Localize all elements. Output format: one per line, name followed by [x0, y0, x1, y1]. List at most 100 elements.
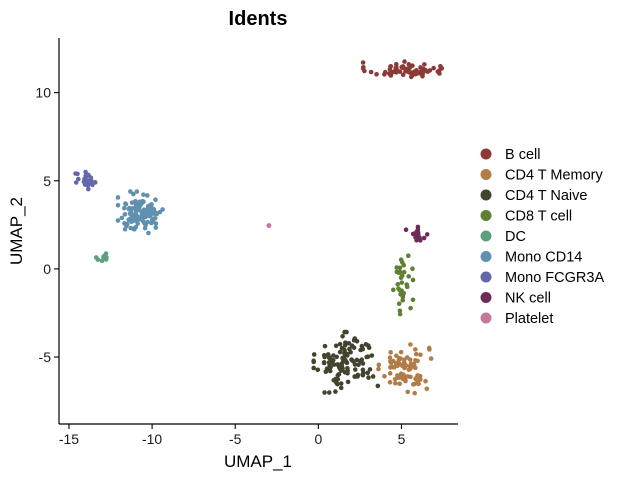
point-cd4-t-memory	[408, 365, 414, 370]
point-mono-fcgr3a	[86, 186, 91, 192]
legend-label-mono-cd14: Mono CD14	[505, 250, 582, 266]
point-dc	[101, 255, 107, 261]
point-mono-cd14	[131, 191, 136, 197]
point-cd4-t-memory	[408, 342, 413, 347]
legend-label-mono-fcgr3a: Mono FCGR3A	[505, 270, 604, 286]
point-nk-cell	[403, 227, 409, 232]
point-b-cell	[422, 62, 427, 67]
point-cd8-t-cell	[390, 287, 396, 293]
point-cd4-t-memory	[428, 356, 434, 361]
point-mono-fcgr3a	[76, 176, 81, 182]
point-b-cell	[388, 63, 394, 69]
point-platelet	[266, 223, 272, 228]
point-b-cell	[436, 68, 442, 73]
point-cd8-t-cell	[401, 269, 407, 275]
point-b-cell	[427, 68, 433, 73]
point-cd4-t-naive	[356, 362, 361, 368]
point-b-cell	[438, 63, 443, 69]
point-mono-fcgr3a	[88, 178, 94, 183]
legend-label-cd4-t-memory: CD4 T Memory	[505, 168, 604, 184]
point-mono-cd14	[147, 213, 152, 219]
y-tick-label: 5	[43, 173, 51, 189]
point-b-cell	[368, 69, 374, 75]
point-cd4-t-memory	[424, 386, 430, 392]
point-cd4-t-memory	[376, 366, 381, 372]
point-cd4-t-memory	[393, 380, 398, 386]
y-axis-title: UMAP_2	[7, 197, 26, 265]
point-cd4-t-naive	[326, 355, 332, 361]
point-cd4-t-memory	[417, 373, 423, 379]
point-mono-cd14	[138, 202, 143, 207]
point-cd4-t-naive	[365, 370, 370, 376]
legend-swatch-b-cell	[480, 148, 492, 160]
point-mono-fcgr3a	[73, 180, 79, 185]
point-cd4-t-naive	[365, 343, 371, 348]
point-cd8-t-cell	[399, 291, 404, 296]
point-mono-cd14	[121, 205, 127, 211]
point-mono-cd14	[128, 189, 133, 194]
point-nk-cell	[413, 231, 418, 237]
point-cd4-t-memory	[376, 362, 382, 368]
point-mono-fcgr3a	[83, 169, 88, 175]
point-cd4-t-naive	[334, 380, 339, 386]
point-cd4-t-naive	[351, 345, 357, 350]
point-mono-cd14	[130, 206, 135, 211]
x-tick-label: -15	[59, 431, 79, 447]
point-cd4-t-naive	[369, 353, 375, 358]
point-cd8-t-cell	[397, 311, 403, 317]
y-tick-label: 10	[35, 85, 51, 101]
point-mono-cd14	[135, 221, 140, 226]
point-cd4-t-memory	[413, 376, 418, 382]
x-tick-label: 0	[314, 431, 322, 447]
point-mono-cd14	[115, 202, 121, 208]
point-b-cell	[360, 66, 366, 71]
point-b-cell	[382, 72, 387, 77]
point-cd4-t-naive	[324, 366, 330, 371]
point-mono-fcgr3a	[83, 173, 88, 179]
legend-swatch-dc	[480, 230, 492, 242]
chart-title: Idents	[229, 8, 288, 30]
point-cd4-t-naive	[355, 372, 361, 378]
point-mono-cd14	[141, 199, 146, 204]
point-cd4-t-naive	[348, 349, 353, 355]
point-cd8-t-cell	[397, 308, 403, 314]
point-mono-cd14	[129, 215, 135, 220]
point-cd4-t-naive	[338, 365, 344, 370]
point-cd4-t-naive	[322, 343, 328, 349]
legend-label-platelet: Platelet	[505, 311, 553, 327]
point-cd4-t-naive	[345, 379, 351, 385]
legend-swatch-cd8-t-cell	[480, 210, 492, 221]
point-cd4-t-memory	[411, 382, 416, 387]
point-mono-cd14	[127, 211, 133, 217]
legend-swatch-nk-cell	[480, 292, 492, 303]
point-cd4-t-memory	[413, 347, 418, 352]
point-cd4-t-memory	[394, 353, 399, 359]
point-cd8-t-cell	[408, 305, 413, 311]
point-cd4-t-naive	[339, 345, 345, 351]
point-mono-cd14	[133, 210, 139, 216]
point-b-cell	[407, 65, 412, 70]
point-cd4-t-naive	[342, 329, 347, 335]
point-cd4-t-naive	[333, 376, 338, 382]
x-tick-label: -10	[142, 431, 162, 447]
point-cd4-t-naive	[336, 371, 342, 377]
point-mono-cd14	[123, 201, 129, 207]
point-cd4-t-memory	[405, 389, 411, 395]
point-cd4-t-naive	[333, 389, 338, 394]
point-cd4-t-naive	[365, 354, 371, 360]
point-mono-cd14	[115, 218, 121, 223]
point-b-cell	[410, 72, 415, 78]
point-cd4-t-memory	[407, 357, 413, 362]
legend: B cell CD4 T Memory CD4 T Naive CD8 T cell D…	[480, 147, 604, 327]
point-cd8-t-cell	[405, 253, 411, 259]
point-cd4-t-naive	[370, 374, 376, 379]
point-cd4-t-naive	[351, 337, 357, 343]
point-cd4-t-naive	[345, 353, 350, 358]
point-cd4-t-memory	[412, 390, 418, 396]
point-cd8-t-cell	[406, 274, 412, 279]
point-mono-cd14	[147, 207, 152, 212]
point-cd4-t-naive	[333, 343, 339, 349]
point-cd4-t-naive	[357, 359, 363, 364]
legend-label-cd8-t-cell: CD8 T cell	[505, 209, 572, 225]
